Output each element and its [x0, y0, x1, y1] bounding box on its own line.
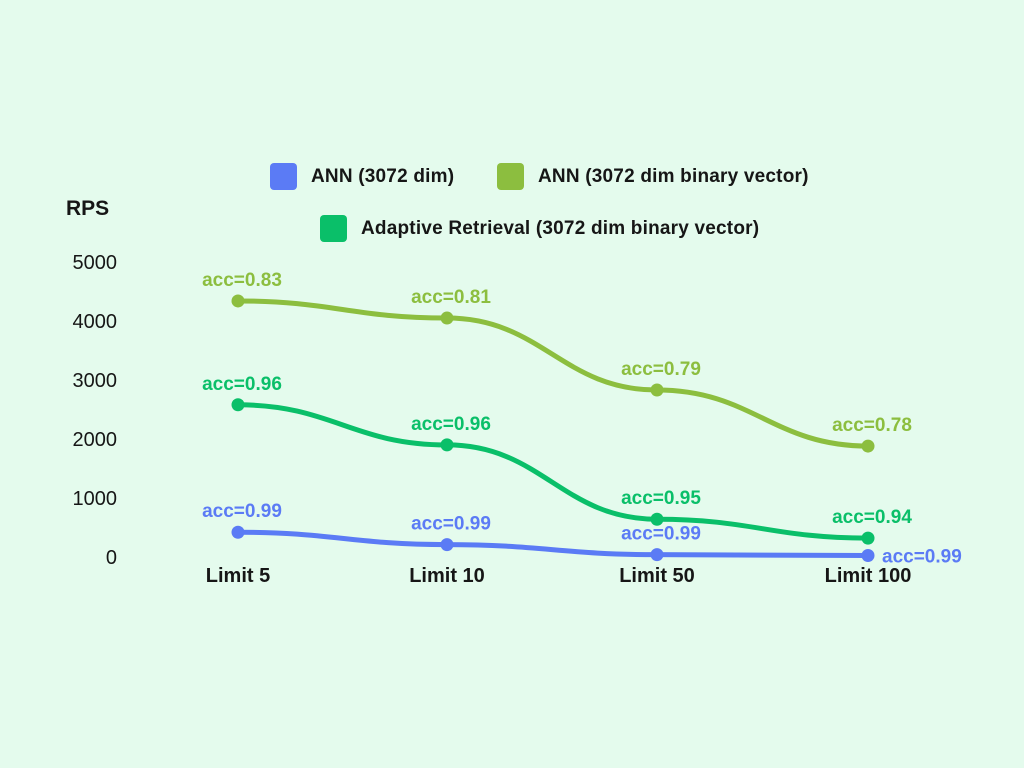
point-accuracy-label: acc=0.99	[882, 547, 962, 568]
data-point	[440, 311, 454, 325]
x-axis-label: Limit 5	[206, 565, 270, 587]
legend-label: ANN (3072 dim binary vector)	[538, 165, 809, 187]
data-point	[440, 538, 454, 552]
legend-item-ann-3072: ANN (3072 dim)	[270, 163, 454, 190]
point-accuracy-label: acc=0.95	[621, 488, 701, 509]
y-tick-label: 5000	[73, 252, 118, 274]
data-point	[650, 383, 664, 397]
y-tick-label: 1000	[73, 488, 118, 510]
x-axis-label: Limit 100	[825, 565, 912, 587]
legend-label: Adaptive Retrieval (3072 dim binary vect…	[361, 217, 760, 239]
point-accuracy-label: acc=0.99	[621, 524, 701, 545]
legend-item-ann-3072-binary: ANN (3072 dim binary vector)	[497, 163, 809, 190]
data-point	[861, 549, 875, 563]
data-point	[861, 439, 875, 453]
y-tick-label: 3000	[73, 370, 118, 392]
data-point	[231, 525, 245, 539]
data-point	[861, 531, 875, 545]
point-accuracy-label: acc=0.78	[832, 415, 912, 436]
data-point	[650, 548, 664, 562]
data-point	[650, 512, 664, 526]
line-series-2	[235, 402, 871, 541]
legend-label: ANN (3072 dim)	[311, 165, 455, 187]
data-point	[231, 398, 245, 412]
line-series-0	[235, 529, 871, 559]
point-accuracy-label: acc=0.96	[411, 414, 491, 435]
point-accuracy-label: acc=0.81	[411, 287, 491, 308]
line-series-1	[235, 298, 871, 449]
y-tick-label: 4000	[73, 311, 118, 333]
legend-swatch-blue	[270, 163, 297, 190]
point-accuracy-label: acc=0.79	[621, 359, 701, 380]
point-accuracy-label: acc=0.99	[202, 501, 282, 522]
legend-swatch-green	[320, 215, 347, 242]
point-accuracy-label: acc=0.96	[202, 374, 282, 395]
legend-swatch-olive	[497, 163, 524, 190]
y-tick-label: 0	[106, 547, 117, 569]
y-tick-label: 2000	[73, 429, 118, 451]
data-point	[440, 438, 454, 452]
legend-item-adaptive-retrieval: Adaptive Retrieval (3072 dim binary vect…	[320, 215, 759, 242]
point-accuracy-label: acc=0.83	[202, 270, 282, 291]
data-point	[231, 294, 245, 308]
point-accuracy-label: acc=0.99	[411, 514, 491, 535]
y-axis-title: RPS	[66, 197, 110, 220]
x-axis-label: Limit 10	[409, 565, 485, 587]
point-accuracy-label: acc=0.94	[832, 507, 912, 528]
x-axis-label: Limit 50	[619, 565, 695, 587]
